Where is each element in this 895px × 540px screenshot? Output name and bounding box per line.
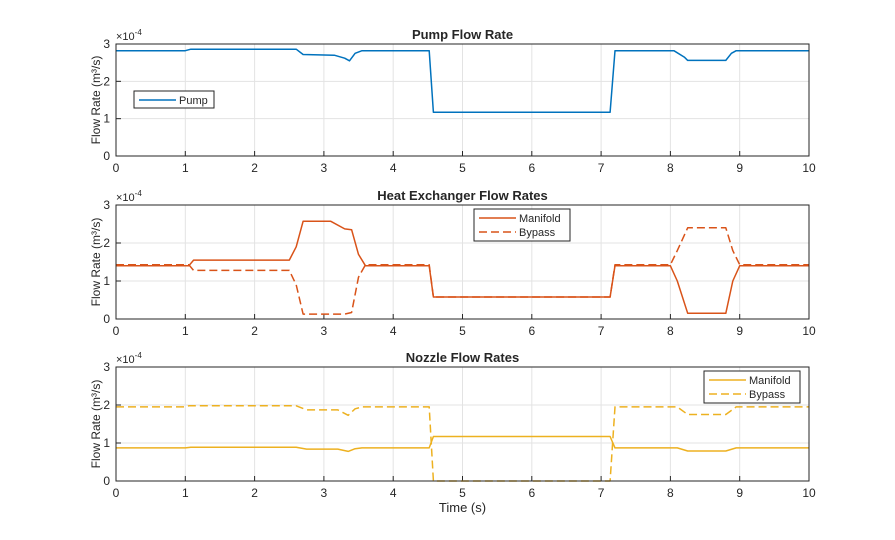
series-line-manifold xyxy=(116,220,809,315)
x-tick-label: 5 xyxy=(459,161,466,175)
subplot-0: 0 1 2 3 4 5 6 7 8 9 10 0 1 2 3 Pump Flow Rate ×10-4 Flow … xyxy=(89,27,816,175)
legend: Manifold Bypass xyxy=(473,208,571,242)
x-tick-label: 2 xyxy=(251,161,258,175)
axes-box xyxy=(115,204,810,320)
x-tick-label: 7 xyxy=(598,324,605,338)
x-tick-label: 10 xyxy=(802,161,816,175)
exponent-label: ×10-4 xyxy=(116,28,142,43)
axes-box xyxy=(115,43,810,157)
y-axis-label: Flow Rate (m³/s) xyxy=(89,218,103,307)
x-tick-label: 4 xyxy=(390,324,397,338)
axes-box xyxy=(115,366,810,482)
y-tick-label: 0 xyxy=(103,312,110,326)
x-tick-label: 6 xyxy=(528,486,535,500)
exponent-label: ×10-4 xyxy=(116,189,142,204)
y-tick-label: 1 xyxy=(103,112,110,126)
x-tick-label: 2 xyxy=(251,486,258,500)
legend: Pump xyxy=(133,90,215,109)
y-tick-label: 2 xyxy=(103,398,110,412)
x-tick-label: 9 xyxy=(736,324,743,338)
x-tick-label: 6 xyxy=(528,161,535,175)
legend: Manifold Bypass xyxy=(703,370,801,404)
x-tick-label: 2 xyxy=(251,324,258,338)
legend-label: Manifold xyxy=(749,375,791,387)
x-tick-label: 9 xyxy=(736,161,743,175)
series-line-bypass xyxy=(116,405,809,482)
x-tick-label: 1 xyxy=(182,486,189,500)
legend-box xyxy=(473,208,571,242)
y-tick-label: 2 xyxy=(103,236,110,250)
chart-title: Pump Flow Rate xyxy=(412,27,513,42)
exponent-base: ×10 xyxy=(116,354,135,366)
x-tick-label: 0 xyxy=(113,324,120,338)
exponent-power: -4 xyxy=(135,189,143,198)
exponent-label: ×10-4 xyxy=(116,351,142,366)
y-tick-label: 2 xyxy=(103,74,110,88)
exponent-base: ×10 xyxy=(116,192,135,204)
y-tick-label: 3 xyxy=(103,37,110,51)
exponent-base: ×10 xyxy=(116,31,135,43)
legend-label: Bypass xyxy=(749,389,786,401)
x-tick-label: 7 xyxy=(598,486,605,500)
x-tick-label: 5 xyxy=(459,324,466,338)
subplot-2: 0 1 2 3 4 5 6 7 8 9 10 0 1 2 3 Nozzle Flow Rates ×10-4 Fl… xyxy=(89,350,816,515)
x-tick-label: 1 xyxy=(182,161,189,175)
x-tick-label: 8 xyxy=(667,486,674,500)
x-tick-label: 10 xyxy=(802,486,816,500)
chart-title: Nozzle Flow Rates xyxy=(406,350,519,365)
legend-label: Bypass xyxy=(519,227,556,239)
x-tick-label: 8 xyxy=(667,324,674,338)
y-tick-label: 3 xyxy=(103,360,110,374)
x-tick-label: 6 xyxy=(528,324,535,338)
series-line-manifold xyxy=(116,435,809,453)
x-tick-label: 10 xyxy=(802,324,816,338)
x-tick-label: 9 xyxy=(736,486,743,500)
x-tick-label: 4 xyxy=(390,161,397,175)
exponent-power: -4 xyxy=(135,351,143,360)
series-line-pump xyxy=(116,48,809,114)
x-tick-label: 3 xyxy=(321,324,328,338)
x-tick-label: 7 xyxy=(598,161,605,175)
y-tick-label: 1 xyxy=(103,274,110,288)
x-tick-label: 3 xyxy=(321,486,328,500)
x-tick-label: 8 xyxy=(667,161,674,175)
legend-label: Pump xyxy=(179,95,208,107)
y-tick-label: 0 xyxy=(103,149,110,163)
legend-label: Manifold xyxy=(519,213,561,225)
x-tick-label: 3 xyxy=(321,161,328,175)
x-tick-label: 1 xyxy=(182,324,189,338)
x-tick-label: 0 xyxy=(113,161,120,175)
x-tick-label: 4 xyxy=(390,486,397,500)
y-axis-label: Flow Rate (m³/s) xyxy=(89,56,103,145)
exponent-power: -4 xyxy=(135,28,143,37)
y-tick-label: 3 xyxy=(103,198,110,212)
y-tick-label: 0 xyxy=(103,474,110,488)
subplot-1: 0 1 2 3 4 5 6 7 8 9 10 0 1 2 3 Heat Exchanger Flow Rate… xyxy=(89,188,816,338)
series-line-bypass xyxy=(116,227,809,315)
y-tick-label: 1 xyxy=(103,436,110,450)
y-axis-label: Flow Rate (m³/s) xyxy=(89,380,103,469)
chart-title: Heat Exchanger Flow Rates xyxy=(377,188,548,203)
x-axis-label: Time (s) xyxy=(439,500,486,515)
x-tick-label: 0 xyxy=(113,486,120,500)
legend-box xyxy=(703,370,801,404)
x-tick-label: 5 xyxy=(459,486,466,500)
